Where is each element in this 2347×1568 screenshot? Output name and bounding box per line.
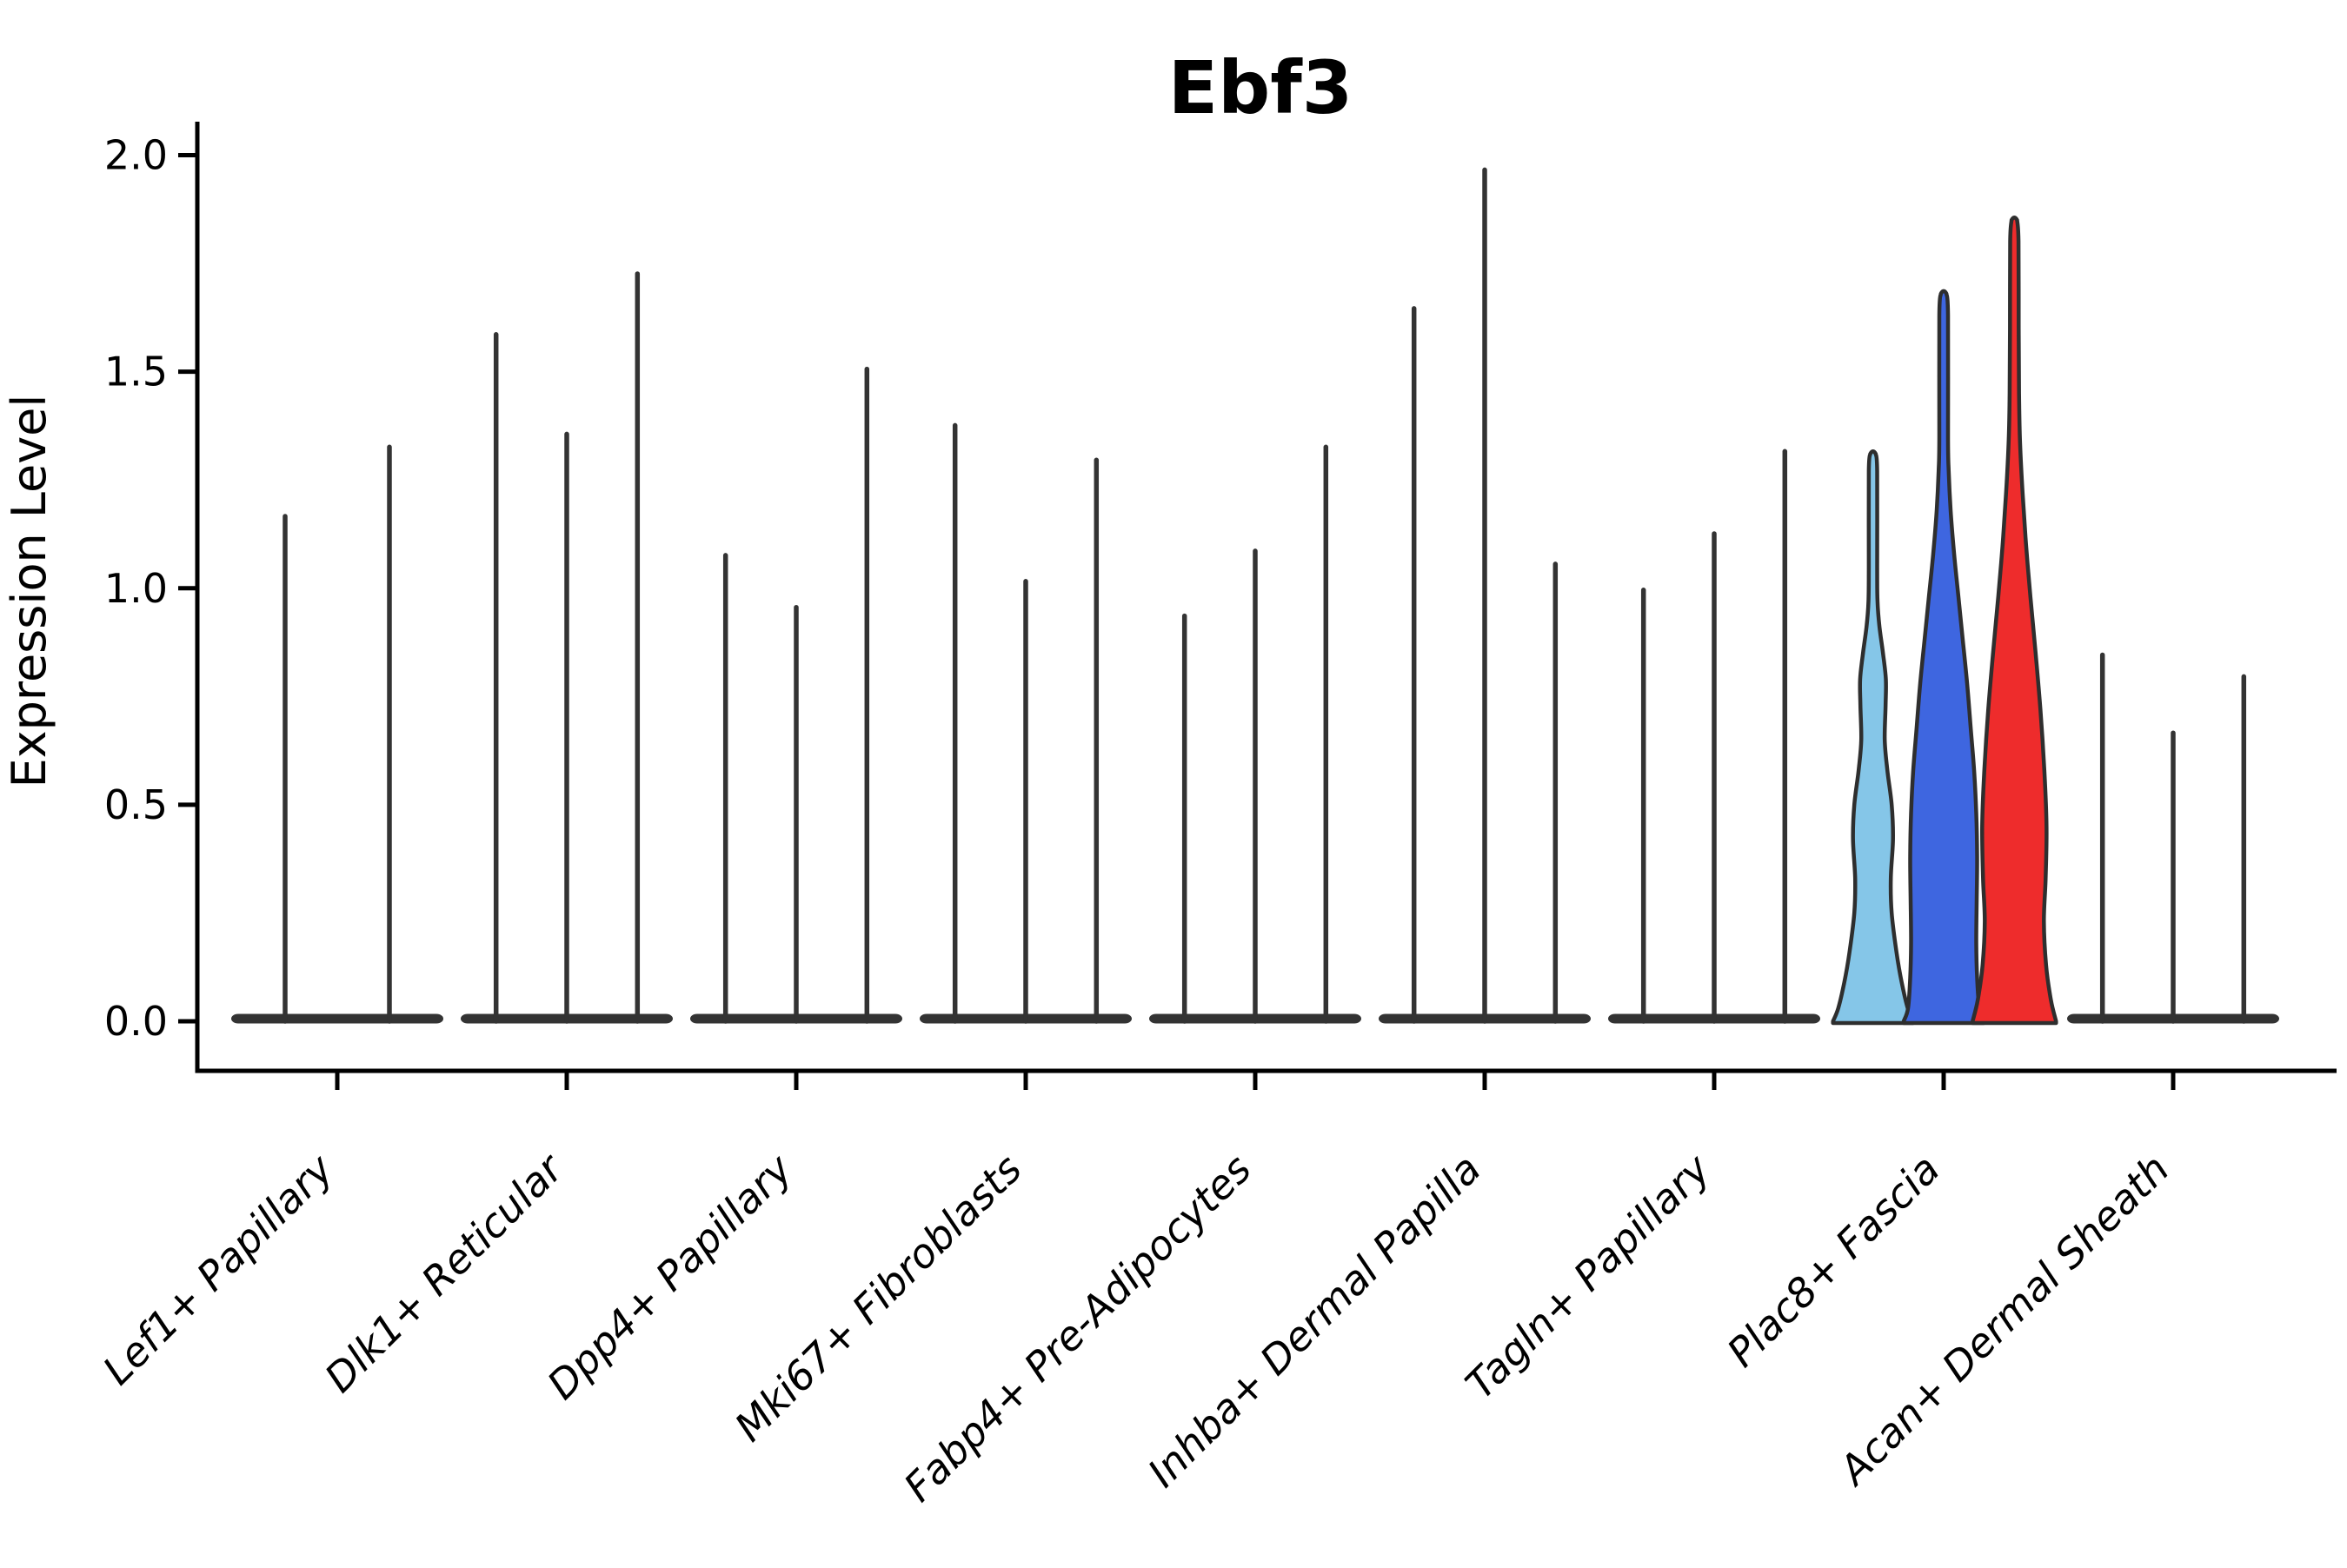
- violin-group-9: [2067, 652, 2279, 1024]
- violin-highlighted: [1971, 216, 2058, 1026]
- violin-layer: [231, 167, 2279, 1026]
- y-tick-label: 0.0: [104, 998, 168, 1045]
- violin-group-7: [1608, 448, 1820, 1024]
- y-axis-label: Expression Level: [2, 395, 57, 788]
- x-tick-label: Plac8+ Fascia: [1718, 1146, 1948, 1376]
- y-tick-label: 1.5: [104, 349, 168, 395]
- violin-highlighted: [1901, 289, 1986, 1026]
- violin-group-6: [1379, 167, 1591, 1024]
- violin-group-1: [231, 444, 443, 1024]
- x-tick-label: Dpp4+ Papillary: [538, 1145, 801, 1408]
- violin-group-4: [920, 422, 1132, 1024]
- violin-highlighted: [1831, 449, 1915, 1026]
- violin-group-5: [1149, 444, 1361, 1024]
- x-tick-label: Dlk1+ Reticular: [316, 1143, 574, 1401]
- violin-group-3: [690, 366, 902, 1024]
- y-tick-label: 2.0: [104, 132, 168, 179]
- y-tick-label: 1.0: [104, 565, 168, 612]
- violin-group-8: [1831, 216, 2058, 1026]
- chart-title: Ebf3: [1168, 45, 1353, 130]
- y-tick-label: 0.5: [104, 781, 168, 828]
- x-tick-label: Tagln+ Papillary: [1456, 1145, 1719, 1408]
- x-tick-label: Lef1+ Papillary: [94, 1145, 342, 1393]
- violin-base: [231, 1013, 443, 1024]
- violin-group-2: [461, 271, 673, 1024]
